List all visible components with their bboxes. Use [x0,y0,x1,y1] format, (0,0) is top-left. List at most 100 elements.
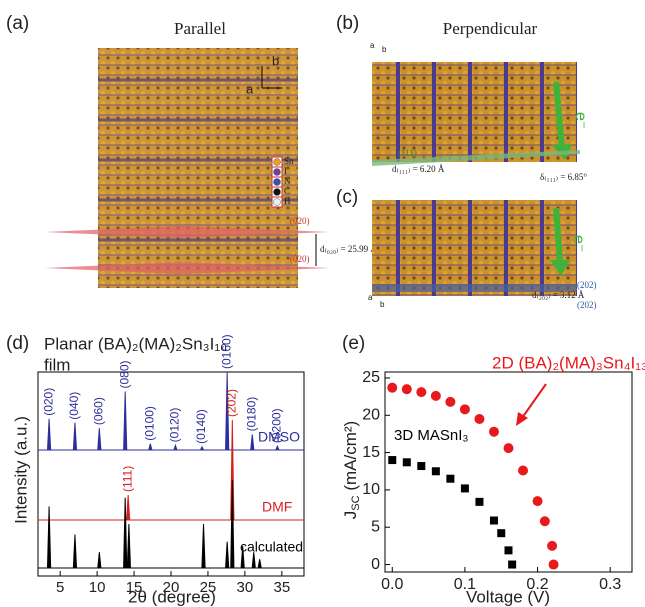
plane-label: (020) [290,254,310,264]
peak [174,445,177,450]
point [489,427,499,437]
x-tick-label: 25 [200,579,217,596]
plane-label: (111) [398,148,417,158]
spacing-label: d₍₀₂₀₎ = 25.99 Å [320,244,377,254]
point [417,462,425,470]
point [533,496,543,506]
legend-label: N [284,176,291,186]
point [446,475,454,483]
point [504,443,514,453]
point [461,484,469,492]
panel-label: (d) [6,333,29,354]
point [497,529,505,537]
plane-label: (020) [290,216,310,226]
x-tick-label: 0.2 [526,576,548,593]
peak [124,392,127,451]
x-tick-label: 30 [237,579,254,596]
peak [127,524,130,568]
axis-label: b [272,53,279,68]
axis-label: a [368,293,373,302]
peak [226,542,229,568]
legend-swatch [274,179,281,186]
peak [124,498,127,568]
peak [127,495,130,520]
arrow-label: e⁻ [572,112,589,129]
point [445,397,455,407]
series-label: 3D MASnI₃ [394,427,468,444]
panel-label: (b) [336,13,359,34]
peak-label: (202) [224,389,238,417]
point [403,458,411,466]
peak [200,447,203,450]
peak [47,506,50,568]
axis-label: a [370,41,375,50]
peak-label: (060) [91,397,105,425]
spacing-label: d₍₁₁₁₎ = 6.20 Å [392,164,445,174]
peak [98,428,101,450]
y-axis-label: Intensity (a.u.) [11,416,30,524]
peak-label: (0120) [168,408,182,443]
electron-arrow [556,208,560,262]
peak-label: (080) [117,360,131,388]
arrowhead [516,412,528,426]
y-tick-label: 5 [371,518,380,535]
panel-label: (c) [336,187,358,208]
x-tick-label: 10 [89,579,106,596]
series-label: DMF [262,499,292,515]
crystal-image [372,200,577,296]
axis-label: b [382,45,387,54]
point [490,517,498,525]
point [474,414,484,424]
x-tick-label: 0.3 [599,576,621,593]
x-tick-label: 35 [273,579,290,596]
peak-label: (0180) [244,397,258,432]
peak-label: (0140) [194,409,208,444]
y-tick-label: 20 [362,407,380,424]
crystal-image [98,48,298,288]
chart-title: Planar (BA)₂(MA)₂Sn₃I₁₀ [44,334,227,353]
legend-swatch [274,169,281,176]
legend-swatch [274,189,281,196]
x-tick-label: 0.1 [454,576,476,593]
axis-label: b [380,300,385,309]
point [547,541,557,551]
plot-frame [385,372,632,572]
figure: (a) Parallel (020) (020) d₍₀₂₀₎ = 25.99 … [0,0,645,607]
panel-label: (e) [342,333,365,354]
peak [202,524,205,568]
x-tick-label: 5 [56,579,64,596]
spacing-label: d₍₂₀₂₎ = 3.12 Å [532,290,585,300]
point [416,387,426,397]
peak-label: (020) [41,388,55,416]
legend-label: C [284,186,290,196]
arrow-label: e⁻ [570,235,587,252]
peak-label: (040) [67,392,81,420]
point [518,466,528,476]
axis-label: a [246,81,254,96]
peak [47,419,50,450]
legend-label: Sn [284,156,294,166]
crystal-image [372,62,577,162]
peak [258,559,261,568]
x-tick-label: 0.0 [381,576,403,593]
y-tick-label: 10 [362,481,380,498]
legend-label: I [284,166,287,176]
plane-label: (202) [577,280,597,290]
peak [73,535,76,568]
panel-title: Parallel [174,19,226,38]
series-label: DMSO [258,429,300,445]
legend-label: H [284,196,291,206]
panel-title: Perpendicular [443,19,538,38]
peak [276,446,279,450]
peak [73,423,76,450]
point [432,467,440,475]
peak [149,444,152,450]
legend-swatch [274,159,281,166]
legend-swatch [274,199,281,206]
x-tick-label: 20 [163,579,180,596]
x-tick-label: 15 [126,579,143,596]
y-tick-label: 0 [371,556,380,573]
point [402,384,412,394]
y-tick-label: 15 [362,444,380,461]
annotation-arrow [522,384,546,418]
